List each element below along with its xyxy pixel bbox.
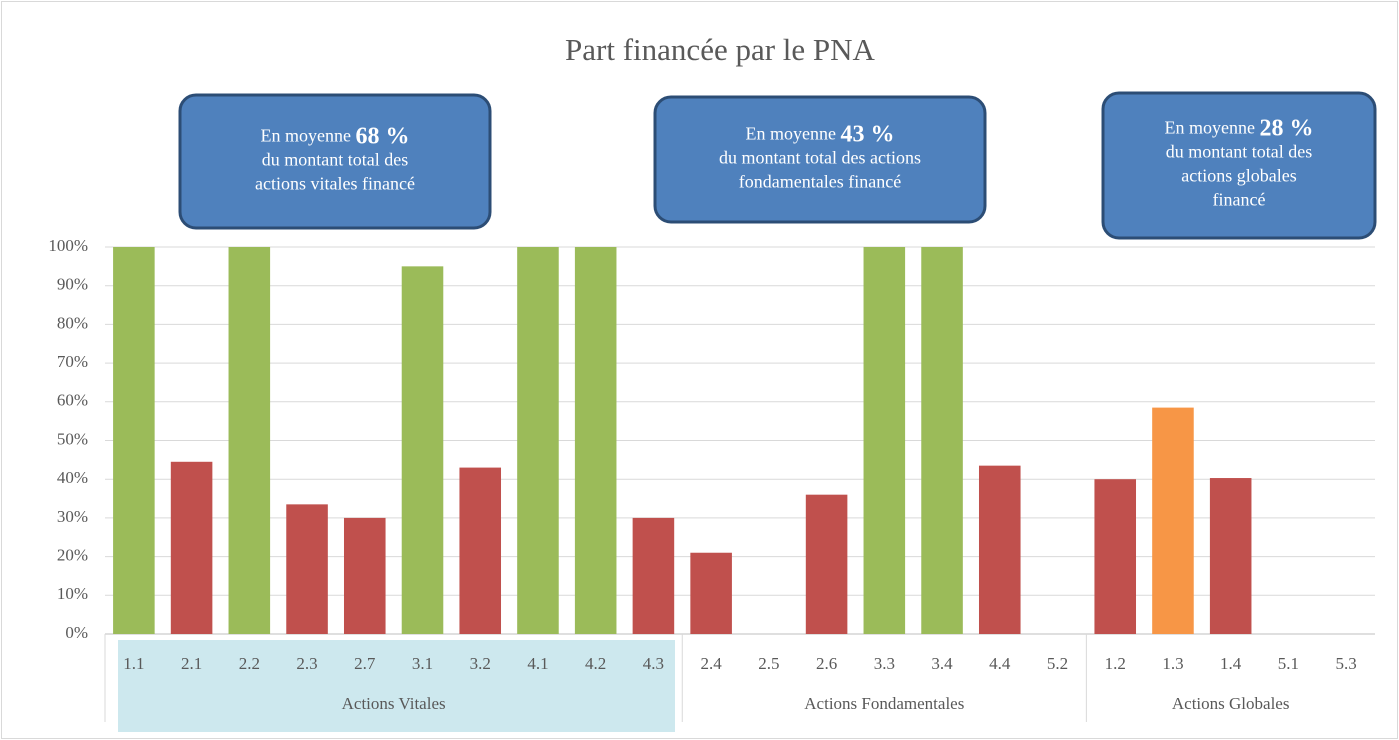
bar [459,467,502,634]
x-tick-label: 3.1 [412,654,433,673]
annotation-line: actions vitales financé [255,174,415,194]
x-tick-label: 4.3 [643,654,664,673]
x-tick-label: 2.5 [758,654,779,673]
annotation-line: du montant total des actions [719,148,921,168]
bar [690,552,732,634]
y-tick-label: 70% [57,352,88,371]
y-tick-label: 10% [57,584,88,603]
bar [978,465,1021,634]
bar [863,247,906,634]
y-tick-label: 20% [57,546,88,565]
annotation-line: du montant total des [1166,142,1312,162]
x-tick-label: 4.4 [989,654,1011,673]
x-tick-label: 1.2 [1105,654,1126,673]
group-label: Actions Vitales [342,694,446,713]
x-tick-label: 2.4 [701,654,723,673]
annotation-box [1101,91,1377,240]
x-tick-label: 2.2 [239,654,260,673]
annotation-value: 28 % [1259,115,1313,141]
x-tick-label: 1.3 [1162,654,1183,673]
y-tick-label: 100% [48,236,88,255]
x-tick-label: 4.2 [585,654,606,673]
bar [1152,407,1194,634]
annotation-prefix: En moyenne [261,126,351,146]
bar [228,247,271,634]
annotation-line: du montant total des [262,150,408,170]
annotation-line: financé [1213,190,1266,210]
x-tick-label: 2.1 [181,654,202,673]
bar [401,266,444,634]
group-label: Actions Globales [1172,694,1290,713]
bar [343,517,386,634]
annotation-value: 68 % [355,123,409,149]
y-tick-label: 90% [57,275,88,294]
y-tick-label: 0% [65,623,88,642]
x-tick-label: 3.4 [931,654,953,673]
group-label: Actions Fondamentales [804,694,964,713]
annotation-line: En moyenne 68 % [261,123,410,149]
x-tick-label: 3.2 [470,654,491,673]
x-tick-label: 5.1 [1278,654,1299,673]
x-tick-label: 3.3 [874,654,895,673]
chart-title: Part financée par le PNA [565,32,875,67]
annotation-line: En moyenne 28 % [1165,115,1314,141]
x-tick-label: 2.7 [354,654,376,673]
bar [574,247,617,634]
bar [1209,478,1252,634]
bar [1094,479,1137,634]
bar [632,517,675,634]
y-tick-label: 80% [57,313,88,332]
bar [286,504,328,634]
x-tick-label: 1.4 [1220,654,1242,673]
x-tick-label: 5.3 [1336,654,1357,673]
annotation-line: fondamentales financé [739,172,901,192]
bar [517,247,559,634]
annotation-value: 43 % [840,121,894,147]
group-highlight [118,640,675,732]
annotation-prefix: En moyenne [746,124,836,144]
bar [113,247,155,634]
x-tick-label: 1.1 [123,654,144,673]
y-tick-label: 40% [57,468,88,487]
annotation-line: En moyenne 43 % [746,121,895,147]
bar [170,461,213,634]
annotation-box [178,93,492,230]
y-tick-label: 30% [57,507,88,526]
x-tick-label: 2.6 [816,654,837,673]
y-tick-label: 50% [57,429,88,448]
x-tick-label: 2.3 [296,654,317,673]
y-tick-label: 60% [57,391,88,410]
annotation-prefix: En moyenne [1165,118,1255,138]
annotation-box [653,95,987,224]
bar [921,247,963,634]
annotation-line: actions globales [1181,166,1296,186]
x-tick-label: 5.2 [1047,654,1068,673]
x-tick-label: 4.1 [527,654,548,673]
bar [805,494,848,634]
